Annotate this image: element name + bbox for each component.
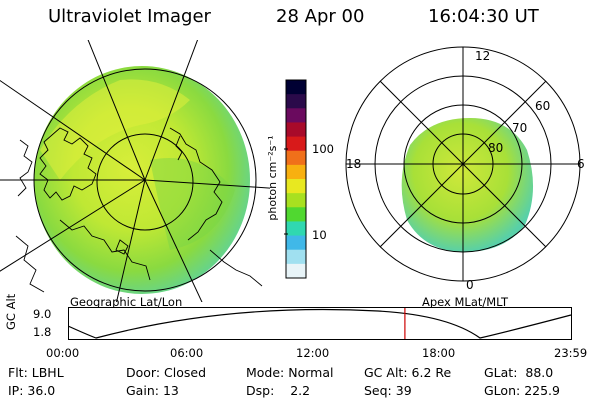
- info-door: Door: Closed: [126, 365, 207, 380]
- info-seq: Seq: 39: [364, 383, 412, 398]
- auroral-oval: [401, 118, 534, 252]
- geographic-image-panel: [0, 40, 270, 302]
- colorbar-swatch: [286, 122, 306, 138]
- colorbar-swatch: [286, 94, 306, 109]
- date-label: 28 Apr 00: [276, 6, 365, 27]
- altitude-ytick-min: 1.8: [33, 325, 52, 339]
- altitude-xtick-2: 12:00: [296, 346, 330, 360]
- colorbar: photon cm⁻²s⁻¹: [266, 79, 307, 279]
- time-label: 16:04:30 UT: [428, 6, 539, 27]
- colorbar-swatch: [286, 249, 306, 265]
- altitude-xtick-1: 06:00: [170, 346, 204, 360]
- info-mode: Mode: Normal: [246, 365, 334, 380]
- mlat-label-80: 80: [488, 141, 503, 155]
- colorbar-swatch: [286, 136, 306, 152]
- altitude-timeline-plot: [68, 307, 572, 340]
- colorbar-swatch: [286, 235, 306, 251]
- colorbar-swatch: [286, 80, 306, 95]
- altitude-xtick-4: 23:59: [554, 346, 588, 360]
- mlt-label-18: 18: [346, 157, 361, 171]
- mlt-label-0: 0: [466, 278, 474, 292]
- mlt-label-6: 6: [577, 157, 585, 171]
- info-filter: Flt: LBHL: [8, 365, 64, 380]
- info-gc-alt: GC Alt: 6.2 Re: [364, 365, 452, 380]
- info-dsp: Dsp: 2.2: [246, 383, 311, 398]
- polar-panel-label: Apex MLat/MLT: [422, 295, 509, 309]
- altitude-ytick-max: 9.0: [33, 307, 52, 321]
- colorbar-unit-label: photon cm⁻²s⁻¹: [266, 135, 279, 220]
- colorbar-swatch: [286, 179, 306, 194]
- info-gain: Gain: 13: [126, 383, 179, 398]
- geo-panel-label: Geographic Lat/Lon: [70, 295, 183, 309]
- colorbar-swatch: [286, 164, 306, 180]
- colorbar-tick-100: 100: [312, 142, 334, 156]
- colorbar-swatch: [286, 263, 306, 279]
- app-title: Ultraviolet Imager: [48, 6, 211, 27]
- colorbar-swatch: [286, 221, 306, 237]
- colorbar-swatch: [286, 207, 306, 222]
- info-glat: GLat: 88.0: [484, 365, 554, 380]
- altitude-ylabel: GC Alt: [4, 293, 18, 330]
- colorbar-tick-10: 10: [312, 228, 327, 242]
- mlat-label-60: 60: [535, 99, 550, 113]
- colorbar-swatch: [286, 193, 306, 208]
- polar-mlat-mlt-panel: 12 18 6 0 60 70 80: [345, 46, 585, 292]
- info-glon: GLon: 225.9: [484, 383, 560, 398]
- geo-lat-circle-inner: [96, 133, 194, 231]
- coastline: [39, 127, 97, 201]
- mlat-label-70: 70: [512, 121, 527, 135]
- mlt-label-12: 12: [475, 49, 490, 63]
- colorbar-swatch: [286, 108, 306, 123]
- altitude-curve: [68, 308, 572, 339]
- info-ip: IP: 36.0: [8, 383, 56, 398]
- altitude-xtick-0: 00:00: [46, 346, 80, 360]
- altitude-xtick-3: 18:00: [422, 346, 456, 360]
- colorbar-swatch: [286, 150, 306, 166]
